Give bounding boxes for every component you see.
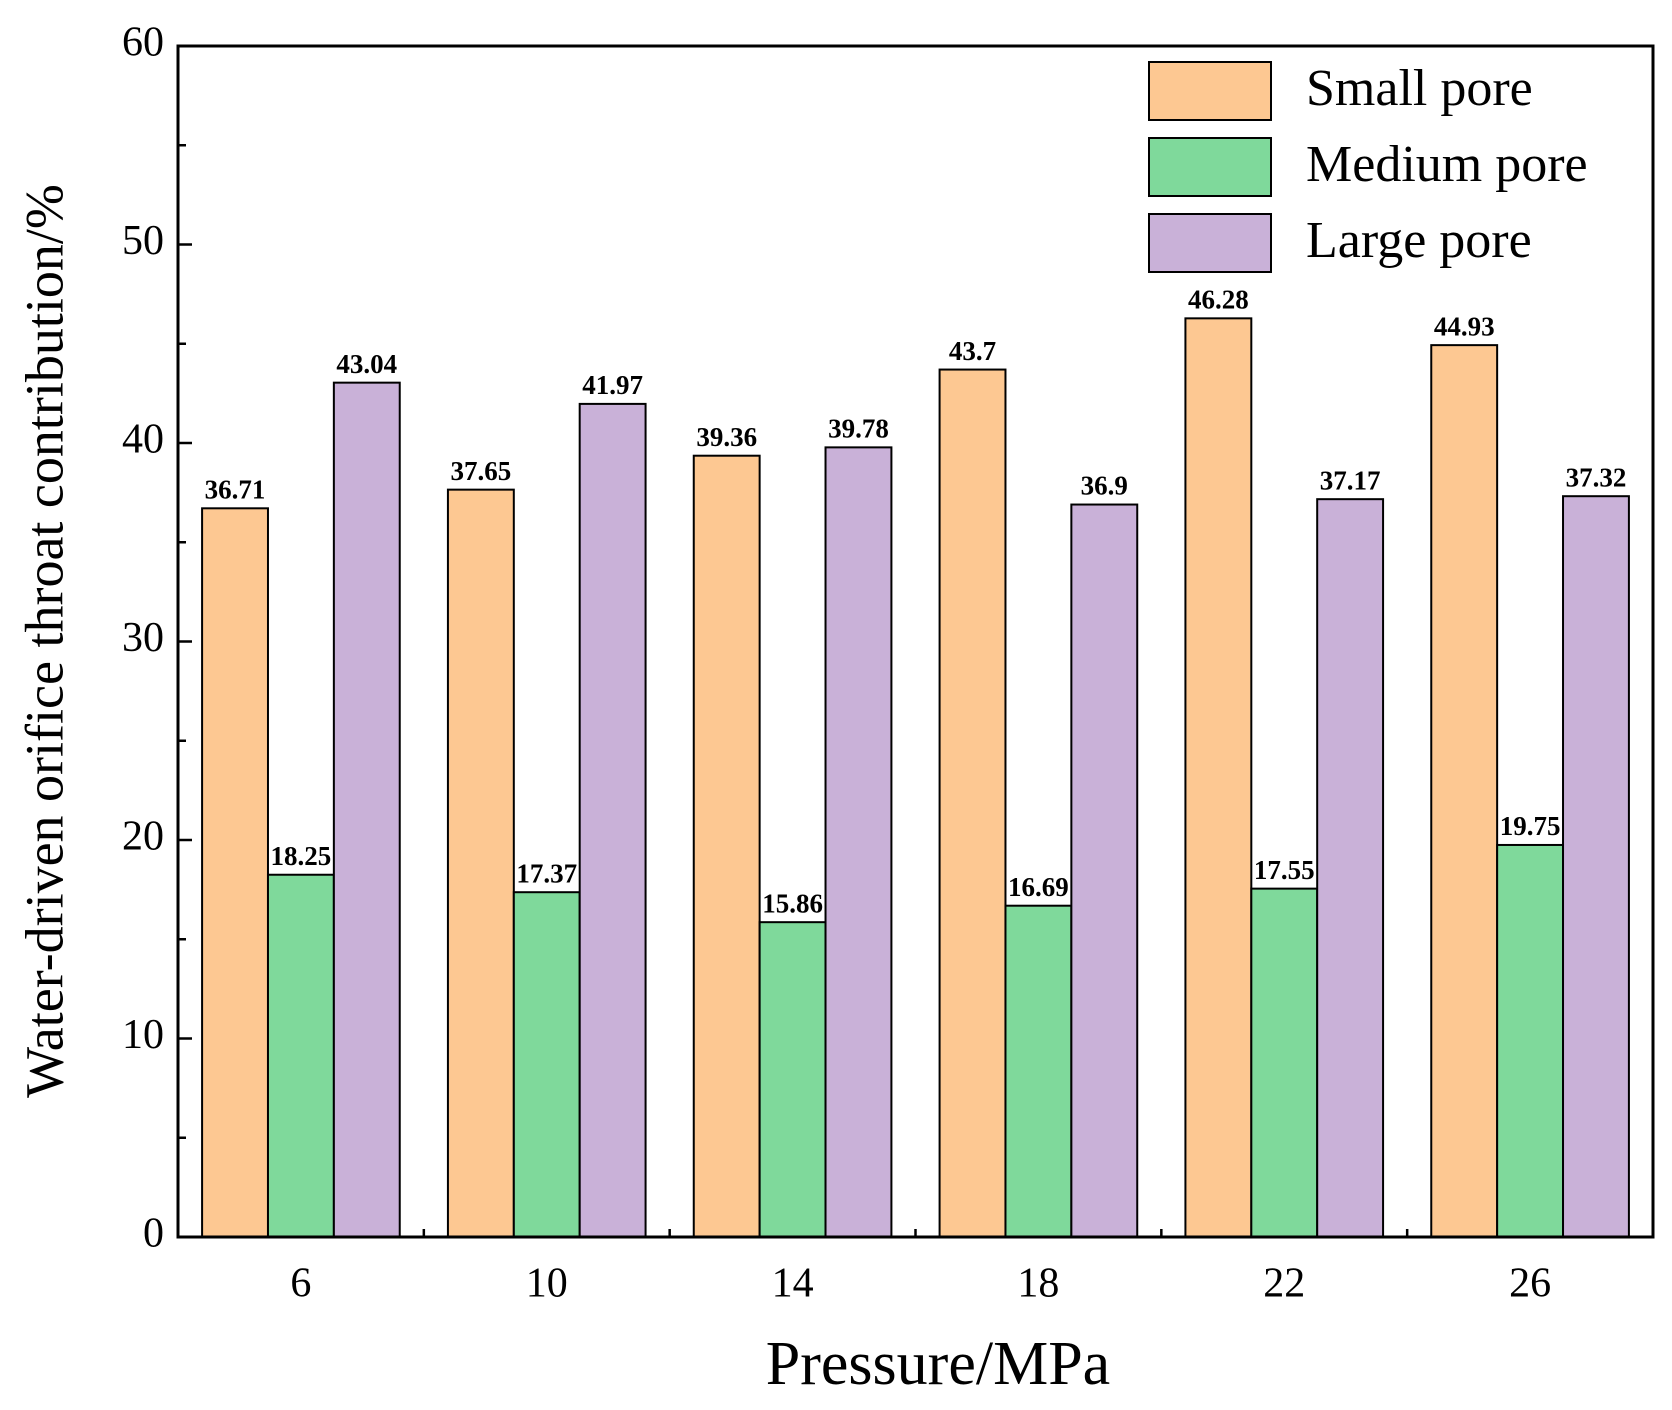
data-label: 39.36 xyxy=(696,422,757,452)
bar xyxy=(1070,503,1139,1239)
data-label: 16.69 xyxy=(1008,872,1069,902)
data-label: 17.37 xyxy=(516,858,577,888)
bar xyxy=(446,488,515,1238)
x-tick-label: 18 xyxy=(1017,1261,1059,1307)
bar xyxy=(266,873,335,1238)
legend-label: Medium pore xyxy=(1306,136,1588,193)
data-label: 44.93 xyxy=(1434,311,1495,341)
legend-swatch xyxy=(1148,213,1272,273)
bar xyxy=(692,454,761,1239)
y-tick-label: 20 xyxy=(122,814,164,860)
data-label: 19.75 xyxy=(1500,811,1561,841)
data-label: 43.7 xyxy=(949,336,996,366)
legend-swatch xyxy=(1148,137,1272,197)
bar xyxy=(201,507,269,1238)
bar xyxy=(824,446,893,1238)
y-tick-label: 0 xyxy=(143,1211,164,1257)
bar xyxy=(1496,843,1565,1239)
y-tick-label: 60 xyxy=(122,20,164,66)
bar xyxy=(1316,498,1385,1239)
data-label: 39.78 xyxy=(828,414,889,444)
x-axis-title: Pressure/MPa xyxy=(766,1330,1110,1398)
data-label: 46.28 xyxy=(1188,285,1249,315)
legend-label: Large pore xyxy=(1306,212,1532,269)
y-tick-label: 10 xyxy=(122,1012,164,1058)
bar xyxy=(1430,344,1499,1238)
bar xyxy=(938,368,1007,1238)
bar xyxy=(1004,904,1073,1238)
data-label: 43.04 xyxy=(336,349,397,379)
y-tick-label: 50 xyxy=(122,218,164,264)
legend-swatch xyxy=(1148,61,1272,121)
bar xyxy=(1250,887,1319,1238)
data-label: 18.25 xyxy=(271,841,332,871)
bar xyxy=(578,402,647,1238)
bar xyxy=(512,891,581,1238)
y-tick-label: 40 xyxy=(122,417,164,463)
x-tick-label: 22 xyxy=(1263,1261,1305,1307)
data-label: 15.86 xyxy=(762,888,823,918)
data-label: 41.97 xyxy=(582,370,643,400)
data-label: 17.55 xyxy=(1254,855,1315,885)
x-tick-label: 6 xyxy=(290,1261,311,1307)
y-axis-title: Water-driven orifice throat contribution… xyxy=(14,184,74,1098)
data-label: 37.32 xyxy=(1566,462,1627,492)
bar xyxy=(332,381,401,1238)
bar xyxy=(758,921,827,1239)
data-label: 37.17 xyxy=(1320,465,1381,495)
x-tick-label: 14 xyxy=(772,1261,814,1307)
plot-frame xyxy=(176,44,1655,1239)
legend-label: Small pore xyxy=(1306,60,1533,117)
data-label: 36.71 xyxy=(205,475,266,505)
x-tick-label: 26 xyxy=(1509,1261,1551,1307)
data-label: 36.9 xyxy=(1081,471,1128,501)
bar xyxy=(1562,495,1630,1238)
data-label: 37.65 xyxy=(450,456,511,486)
x-tick-label: 10 xyxy=(526,1261,568,1307)
y-tick-label: 30 xyxy=(122,615,164,661)
bar xyxy=(1184,317,1253,1239)
